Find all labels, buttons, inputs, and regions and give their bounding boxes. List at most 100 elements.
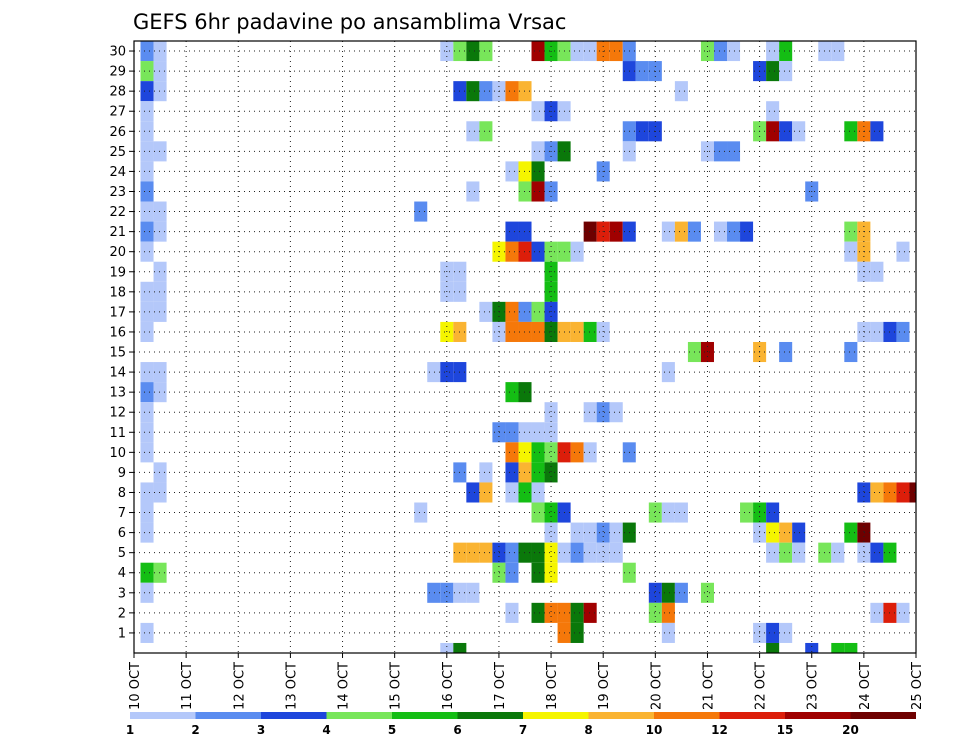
heatmap-cell (466, 582, 480, 603)
heatmap-cell (766, 502, 780, 523)
heatmap-cell (492, 422, 506, 443)
heatmap-cell (609, 542, 623, 563)
legend-swatch (654, 712, 720, 719)
heatmap-cell (531, 141, 545, 162)
heatmap-cell (544, 602, 558, 623)
heatmap-cell (661, 602, 675, 623)
heatmap-cell (570, 522, 584, 543)
heatmap-cell (779, 522, 793, 543)
heatmap-cell (870, 261, 884, 282)
heatmap-cell (727, 221, 741, 242)
heatmap-cell (727, 41, 741, 62)
heatmap-cell (140, 362, 154, 383)
heatmap-cell (570, 602, 584, 623)
legend-label: 8 (584, 723, 592, 737)
heatmap-cell (544, 462, 558, 483)
heatmap-cell (674, 582, 688, 603)
x-tick-label: 13 OCT (284, 662, 299, 710)
heatmap-cell (140, 582, 154, 603)
heatmap-cell (896, 482, 910, 503)
heatmap-cell (140, 241, 154, 262)
x-tick-label: 10 OCT (128, 662, 143, 710)
legend-swatch (392, 712, 458, 719)
heatmap-cell (492, 562, 506, 583)
heatmap-cell (466, 41, 480, 62)
heatmap-cell (713, 141, 728, 162)
heatmap-cell (427, 362, 441, 383)
heatmap-cell (857, 522, 871, 543)
legend-swatch (130, 712, 196, 719)
heatmap-cell (153, 61, 167, 82)
heatmap-cell (140, 502, 154, 523)
y-tick-label: 8 (118, 486, 126, 501)
x-tick-label: 21 OCT (701, 662, 716, 710)
y-tick-label: 11 (109, 426, 126, 441)
legend-swatch (588, 712, 654, 719)
heatmap-cell (531, 321, 545, 342)
heatmap-cell (531, 562, 545, 583)
heatmap-cell (792, 522, 806, 543)
legend-label: 5 (388, 723, 396, 737)
y-axis: 1234567891011121314151617181920212223242… (109, 45, 134, 641)
heatmap-cell (505, 462, 519, 483)
legend-label: 6 (453, 723, 461, 737)
legend-label: 1 (126, 723, 134, 737)
y-tick-label: 10 (109, 446, 126, 461)
legend-label: 15 (777, 723, 794, 737)
y-tick-label: 20 (109, 245, 126, 260)
legend-label: 20 (842, 723, 859, 737)
heatmap-cell (779, 622, 793, 643)
heatmap-cell (570, 542, 584, 563)
heatmap-cell (674, 502, 688, 523)
heatmap-cell (140, 482, 154, 503)
heatmap-cell (844, 241, 858, 262)
legend-swatch (850, 712, 916, 719)
heatmap-cell (792, 542, 806, 563)
heatmap-cell (140, 121, 154, 142)
heatmap-cell (857, 542, 871, 563)
y-tick-label: 6 (118, 526, 126, 541)
heatmap-cell (596, 522, 610, 543)
heatmap-cell (140, 161, 154, 182)
heatmap-cell (896, 602, 910, 623)
heatmap-cell (414, 502, 428, 523)
x-tick-label: 11 OCT (180, 662, 195, 710)
heatmap-cell (727, 141, 741, 162)
heatmap-cell (779, 341, 793, 363)
heatmap-cell (140, 422, 154, 443)
color-legend: 1 2 3 4 5 6 7 8 10 12 15 20 (126, 712, 916, 737)
legend-swatch (785, 712, 851, 719)
heatmap-cell (140, 402, 154, 423)
heatmap-cell (414, 201, 428, 222)
heatmap-cell (153, 261, 167, 282)
heatmap-cell (779, 61, 793, 82)
legend-swatch (457, 712, 523, 719)
heatmap-cell (140, 41, 154, 62)
heatmap-cell (531, 161, 545, 182)
heatmap-cell (779, 542, 793, 563)
legend-label: 12 (711, 723, 728, 737)
heatmap-cell (153, 301, 167, 322)
y-tick-label: 25 (109, 145, 126, 160)
heatmap-cell (766, 522, 780, 543)
x-tick-label: 22 OCT (754, 662, 769, 710)
heatmap-cell (870, 121, 884, 142)
heatmap-cell (779, 41, 793, 62)
y-tick-label: 1 (118, 626, 126, 641)
heatmap-cell (153, 281, 167, 302)
heatmap-cell (140, 622, 154, 643)
heatmap-cell (440, 642, 454, 653)
heatmap-cell (583, 41, 597, 62)
heatmap-cell (766, 622, 780, 643)
heatmap-cell (466, 542, 480, 563)
heatmap-cell (583, 602, 597, 623)
heatmap-cell (505, 382, 519, 403)
heatmap-cell (857, 482, 871, 503)
heatmap-cell (609, 402, 623, 423)
heatmap-cell (596, 402, 610, 423)
x-tick-label: 23 OCT (806, 662, 821, 710)
heatmap-cell (531, 482, 545, 503)
heatmap-cell (531, 101, 545, 122)
heatmap-cell (831, 542, 845, 563)
legend-label: 7 (519, 723, 527, 737)
